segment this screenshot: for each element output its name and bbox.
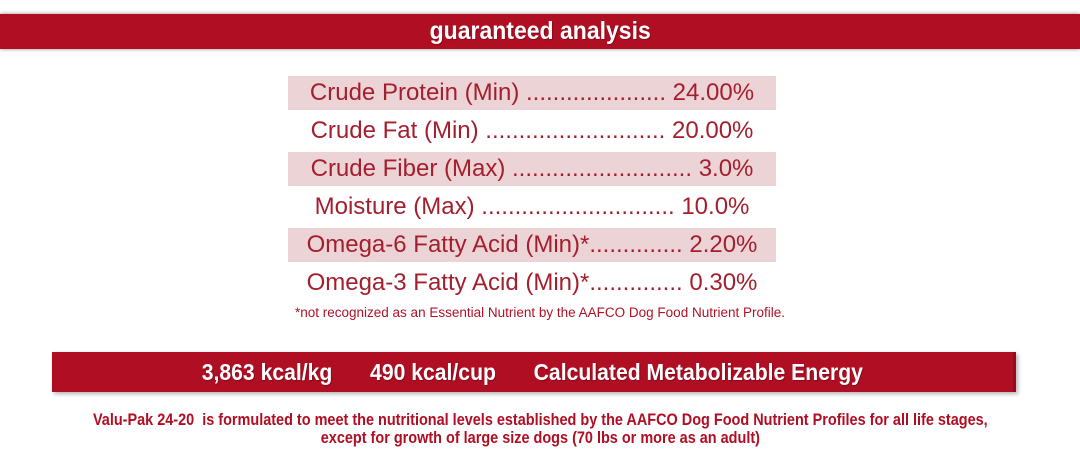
analysis-row-crude-fiber: Crude Fiber (Max) ......................… (288, 152, 776, 186)
analysis-row-omega-6: Omega-6 Fatty Acid (Min)*.............. … (288, 228, 776, 262)
title-banner-label: guaranteed analysis (429, 17, 651, 45)
guaranteed-analysis-table: Crude Protein (Min) ....................… (288, 76, 776, 304)
aafco-statement-line-2: except for growth of large size dogs (70… (320, 428, 760, 447)
kcal-per-kg-value: 3,863 kcal/kg (201, 358, 333, 385)
aafco-statement-line-1: Valu-Pak 24-20 is formulated to meet the… (92, 410, 988, 429)
analysis-row-moisture: Moisture (Max) .........................… (314, 193, 750, 220)
energy-banner: 3,863 kcal/kg 490 kcal/cup Calculated Me… (52, 352, 1016, 392)
energy-banner-label: Calculated Metabolizable Energy (533, 358, 864, 385)
energy-banner-content: 3,863 kcal/kg 490 kcal/cup Calculated Me… (202, 359, 863, 386)
analysis-row-crude-protein: Crude Protein (Min) ....................… (288, 76, 776, 110)
kcal-per-cup-value: 490 kcal/cup (370, 358, 497, 385)
title-banner: guaranteed analysis (0, 14, 1080, 49)
analysis-row-crude-fat: Crude Fat (Min) ........................… (310, 117, 754, 144)
analysis-footnote: *not recognized as an Essential Nutrient… (294, 305, 785, 320)
analysis-row-omega-3: Omega-3 Fatty Acid (Min)*.............. … (306, 269, 758, 296)
aafco-statement: Valu-Pak 24-20 is formulated to meet the… (0, 411, 1080, 447)
